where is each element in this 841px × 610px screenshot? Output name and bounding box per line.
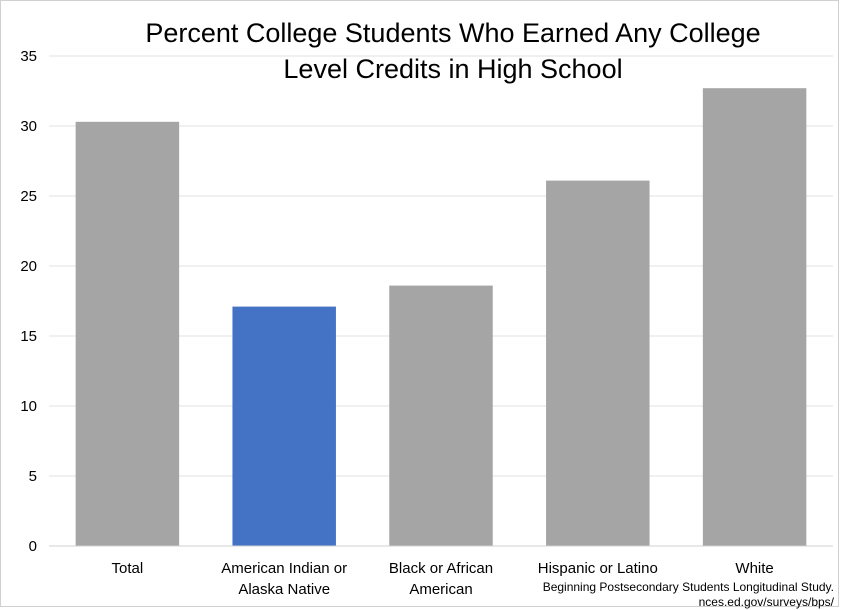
y-tick-label: 20: [20, 258, 37, 275]
x-tick-label: White: [735, 560, 773, 577]
y-tick-label: 10: [20, 398, 37, 415]
y-tick-label: 0: [29, 538, 37, 555]
source-line-1: Beginning Postsecondary Students Longitu…: [543, 580, 834, 594]
chart-title-line-1: Percent College Students Who Earned Any …: [145, 18, 760, 48]
x-tick-label: American: [409, 581, 472, 598]
y-tick-label: 35: [20, 48, 37, 65]
bar: [389, 285, 493, 546]
chart-title-line-2: Level Credits in High School: [283, 54, 622, 84]
y-axis-ticks: 0 5 10 15 20 25 30 35: [20, 48, 37, 555]
x-tick-label: Total: [112, 560, 144, 577]
bar: [232, 306, 336, 546]
bars: [75, 88, 807, 547]
source-line-2: nces.ed.gov/surveys/bps/: [699, 595, 835, 609]
x-tick-label: Alaska Native: [238, 581, 330, 598]
x-tick-label: Hispanic or Latino: [538, 560, 658, 577]
y-tick-label: 15: [20, 328, 37, 345]
bar: [75, 121, 180, 547]
y-tick-label: 30: [20, 118, 37, 135]
bar: [702, 88, 807, 546]
x-tick-label: American Indian or: [221, 560, 347, 577]
x-axis-labels: Total American Indian or Alaska Native Blac…: [112, 560, 774, 598]
y-tick-label: 5: [29, 468, 37, 485]
bar: [546, 180, 650, 546]
x-tick-label: Black or African: [389, 560, 493, 577]
y-tick-label: 25: [20, 188, 37, 205]
